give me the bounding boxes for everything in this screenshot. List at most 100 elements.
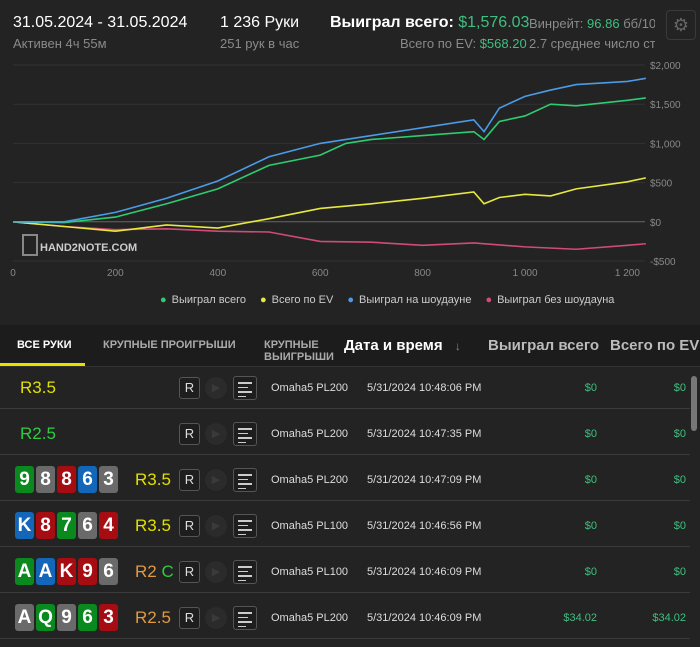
hand-history-icon[interactable] [233,422,257,446]
card: 9 [57,604,76,631]
replay-button[interactable]: R [179,515,200,537]
card: 7 [57,512,76,539]
y-tick-label: $2,000 [650,61,681,72]
preflop-action: R2.5 [20,424,56,443]
card: 3 [99,466,118,493]
x-tick-label: 800 [414,268,431,279]
won-amount: $0 [584,566,597,578]
game-type: Omaha5 PL200 [271,428,349,440]
hand-date: 5/31/2024 10:46:09 PM [367,566,482,578]
table-row[interactable]: 9 8 8 6 3 R3.5 R ▶ Omaha5 PL200 5/31/2024 10:47:… [0,460,690,501]
card: 6 [99,558,118,585]
column-won[interactable]: Выиграл всего [488,337,600,354]
winrate-unit: бб/10 [623,16,655,31]
column-ev[interactable]: Всего по EV [610,337,700,354]
tab-all-hands[interactable]: ВСЕ РУКИ [17,339,72,351]
ev-amount: $0 [673,474,686,486]
card: 6 [78,512,97,539]
hand-history-icon[interactable] [233,606,257,630]
active-time: Активен 4ч 55м [13,36,107,51]
card: A [15,604,34,631]
table-row[interactable]: R2.5 R ▶ Omaha5 PL200 5/31/2024 10:47:35 PM… [0,414,690,455]
ev-amount: $0 [673,382,686,394]
replay-button[interactable]: R [179,607,200,629]
replay-button[interactable]: R [179,377,200,399]
table-row[interactable]: A A K 9 6 R2 C R ▶ Omaha5 PL100 5/31/2024 10:46:0… [0,552,690,593]
hands-per-hour: 251 рук в час [220,36,300,51]
hand-history-icon[interactable] [233,468,257,492]
hand-history-icon[interactable] [233,560,257,584]
preflop-action: R3.5 [135,516,171,535]
sort-down-icon: ↓ [454,339,461,353]
gear-icon[interactable]: ⚙ [666,10,696,40]
card: 8 [57,466,76,493]
card: Q [36,604,55,631]
tab-big-losses[interactable]: КРУПНЫЕ ПРОИГРЫШИ [103,339,236,351]
legend-item-showdown[interactable]: ● Выиграл на шоудауне [347,294,472,306]
x-tick-label: 1 200 [615,268,640,279]
column-date[interactable]: Дата и время ↓ [344,337,461,354]
won-total: Выиграл всего: $1,576.03 [330,14,529,32]
won-label: Выиграл всего: [330,14,454,31]
tab-bar: ВСЕ РУКИ КРУПНЫЕ ПРОИГРЫШИ КРУПНЫЕ ВЫИГР… [0,325,700,367]
card: 8 [36,512,55,539]
y-tick-label: $1,500 [650,100,681,111]
hand-date: 5/31/2024 10:46:09 PM [367,612,482,624]
x-tick-label: 600 [312,268,329,279]
x-tick-label: 0 [10,268,16,279]
legend-item-non-showdown[interactable]: ● Выиграл без шоудауна [485,294,615,306]
y-tick-label: -$500 [650,257,676,268]
game-type: Omaha5 PL200 [271,474,349,486]
winrate-label: Винрейт: [529,16,584,31]
table-row[interactable]: R3.5 R ▶ Omaha5 PL200 5/31/2024 10:48:06 PM… [0,368,690,409]
hands-table: R3.5 R ▶ Omaha5 PL200 5/31/2024 10:48:06 PM… [0,368,690,644]
preflop-action: R2 C [135,562,174,581]
hand-date: 5/31/2024 10:47:35 PM [367,428,482,440]
card: 6 [78,466,97,493]
ev-amount: $34.02 [652,612,686,624]
won-amount: $0 [584,474,597,486]
card: 6 [78,604,97,631]
play-icon[interactable]: ▶ [205,377,227,399]
hand-history-icon[interactable] [233,376,257,400]
legend-item-won[interactable]: ● Выиграл всего [160,294,246,306]
active-tab-underline [0,363,85,366]
game-type: Omaha5 PL100 [271,566,349,578]
chart-legend: ● Выиграл всего ● Всего по EV ● Выиграл на … [160,294,614,306]
game-type: Omaha5 PL200 [271,382,349,394]
card: 3 [99,604,118,631]
hand-history-icon[interactable] [233,514,257,538]
legend-item-ev[interactable]: ● Всего по EV [260,294,334,306]
game-type: Omaha5 PL200 [271,612,349,624]
series-line-0 [12,97,646,224]
y-tick-label: $500 [650,179,673,190]
play-icon[interactable]: ▶ [205,561,227,583]
summary-header: 31.05.2024 - 31.05.2024 Активен 4ч 55м 1… [0,0,700,60]
table-row[interactable]: A Q 9 6 3 R2.5 R ▶ Omaha5 PL200 5/31/2024 10:46:… [0,598,690,639]
table-row[interactable]: K 8 7 6 4 R3.5 R ▶ Omaha5 PL100 5/31/2024 10:46:… [0,506,690,547]
play-icon[interactable]: ▶ [205,515,227,537]
play-icon[interactable]: ▶ [205,423,227,445]
replay-button[interactable]: R [179,469,200,491]
winrate: Винрейт: 96.86 бб/10 [529,16,655,31]
series-line-2 [13,77,646,223]
ev-amount: $0 [673,520,686,532]
won-value: $1,576.03 [458,14,530,31]
card: 4 [99,512,118,539]
winrate-value: 96.86 [587,16,620,31]
card: A [15,558,34,585]
scrollbar[interactable] [691,376,697,431]
play-icon[interactable]: ▶ [205,607,227,629]
play-icon[interactable]: ▶ [205,469,227,491]
preflop-action: R2.5 [135,608,171,627]
replay-button[interactable]: R [179,561,200,583]
tab-big-wins[interactable]: КРУПНЫЕ ВЫИГРЫШИ [264,339,334,363]
replay-button[interactable]: R [179,423,200,445]
x-tick-label: 200 [107,268,124,279]
series-line-1 [12,177,646,233]
ev-total: Всего по EV: $568.20 [400,36,527,51]
card: K [57,558,76,585]
game-type: Omaha5 PL100 [271,520,349,532]
